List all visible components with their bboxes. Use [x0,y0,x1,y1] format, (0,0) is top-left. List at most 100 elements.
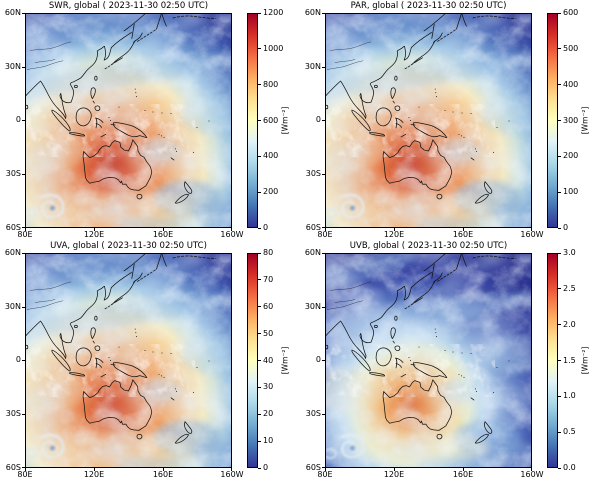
colorbar-axis-label-text: [Wm⁻²] [580,346,590,375]
colorbar-tick-mark [258,12,261,14]
panel-title: SWR, global ( 2023-11-30 02:50 UTC) [48,1,209,11]
panel-uvb: UVB, global ( 2023-11-30 02:50 UTC) 60N … [300,240,600,490]
map-canvas [25,253,232,468]
x-tick-label: 80E [17,230,33,239]
x-tick-mark [163,468,164,471]
colorbar-tick-mark [558,84,561,86]
colorbar-tick-mark [258,120,261,121]
y-tick-mark [22,67,25,68]
y-tick-mark [22,120,25,121]
y-tick-mark [22,174,25,175]
colorbar-tick-mark [258,48,261,50]
y-tick-mark [22,253,25,254]
colorbar [247,253,258,468]
colorbar-tick-label: 70 [263,274,274,284]
colorbar-tick-label: 30 [263,382,274,392]
x-tick-label: 160E [152,230,174,239]
x-tick-label: 120E [83,230,105,239]
colorbar-tick-label: 2.5 [563,283,576,293]
colorbar-tick-mark [558,395,561,397]
cloud-layer-convective [31,346,187,395]
x-tick-mark [25,468,26,471]
colorbar-tick-mark [558,191,561,193]
x-tick-mark [94,228,95,231]
colorbar-tick-mark [258,191,261,193]
colorbar-tick-label: 0 [263,223,269,232]
colorbar-tick-mark [258,306,261,308]
colorbar-tick-label: 3.0 [563,248,576,257]
colorbar-tick-mark [258,252,261,254]
colorbar-tick-label: 600 [563,8,579,17]
y-tick-mark [22,227,25,228]
map-canvas [25,13,232,228]
y-tick-label: 60S [5,463,21,472]
colorbar-tick-label: 1.0 [563,391,576,401]
colorbar-tick-label: 60 [263,301,274,311]
x-tick-mark [325,228,326,231]
y-tick-label: 30N [304,302,321,311]
y-tick-label: 60N [304,248,321,257]
panel-par: PAR, global ( 2023-11-30 02:50 UTC) 60N … [300,0,600,250]
y-tick-label: 60S [305,223,321,232]
colorbar-tick-label: 400 [563,79,579,89]
y-tick-mark [22,467,25,468]
cyclone-swirls [25,433,65,460]
x-tick-label: 120E [383,230,405,239]
cloud-layer-convective [331,106,487,155]
y-tick-mark [322,360,325,361]
y-tick-label: 60S [5,223,21,232]
x-tick-label: 160E [452,230,474,239]
y-tick-mark [322,174,325,175]
colorbar-tick-mark [258,467,261,469]
map-raster [25,253,232,468]
y-tick-mark [322,253,325,254]
colorbar-tick-mark [258,360,261,361]
colorbar-tick-label: 800 [263,79,279,89]
y-tick-label: 0 [315,115,321,124]
colorbar-tick-label: 1.5 [563,355,576,365]
x-tick-mark [231,228,232,231]
x-tick-label: 120E [83,470,105,479]
colorbar-tick-label: 10 [263,436,274,446]
colorbar-tick-label: 600 [263,115,279,125]
colorbar-tick-mark [558,431,561,433]
colorbar-tick-mark [558,155,561,157]
colorbar-tick-mark [258,279,261,281]
y-tick-mark [22,360,25,361]
colorbar-tick-label: 100 [563,187,579,197]
cyclone-swirls [325,193,365,220]
y-tick-mark [322,120,325,121]
y-tick-label: 60N [304,8,321,17]
colorbar-tick-mark [258,440,261,442]
colorbar-tick-mark [558,48,561,50]
x-tick-mark [25,228,26,231]
colorbar-tick-label: 40 [263,355,274,365]
y-tick-mark [22,307,25,308]
y-tick-mark [322,13,325,14]
colorbar-tick-mark [558,324,561,326]
x-tick-label: 160W [520,230,544,239]
colorbar-axis-label-text: [Wm⁻²] [280,346,290,375]
colorbar-tick-label: 0.0 [563,463,576,472]
x-tick-mark [531,228,532,231]
colorbar-tick-mark [558,360,561,361]
x-tick-mark [394,468,395,471]
x-tick-mark [394,228,395,231]
x-tick-label: 160W [520,470,544,479]
y-tick-mark [322,467,325,468]
colorbar-tick-mark [558,227,561,229]
cloud-layer-convective [331,346,487,395]
colorbar-tick-label: 0.5 [563,427,576,437]
x-tick-label: 160E [152,470,174,479]
panel-title: UVA, global ( 2023-11-30 02:50 UTC) [50,241,207,251]
colorbar-tick-label: 0 [263,463,269,472]
x-tick-mark [231,468,232,471]
colorbar-axis-label-text: [Wm⁻²] [580,106,590,135]
colorbar-tick-label: 200 [263,187,279,197]
colorbar-tick-label: 0 [563,223,569,232]
y-tick-mark [322,67,325,68]
colorbar-tick-mark [558,252,561,254]
y-tick-label: 30S [305,409,321,418]
colorbar-tick-mark [258,227,261,229]
